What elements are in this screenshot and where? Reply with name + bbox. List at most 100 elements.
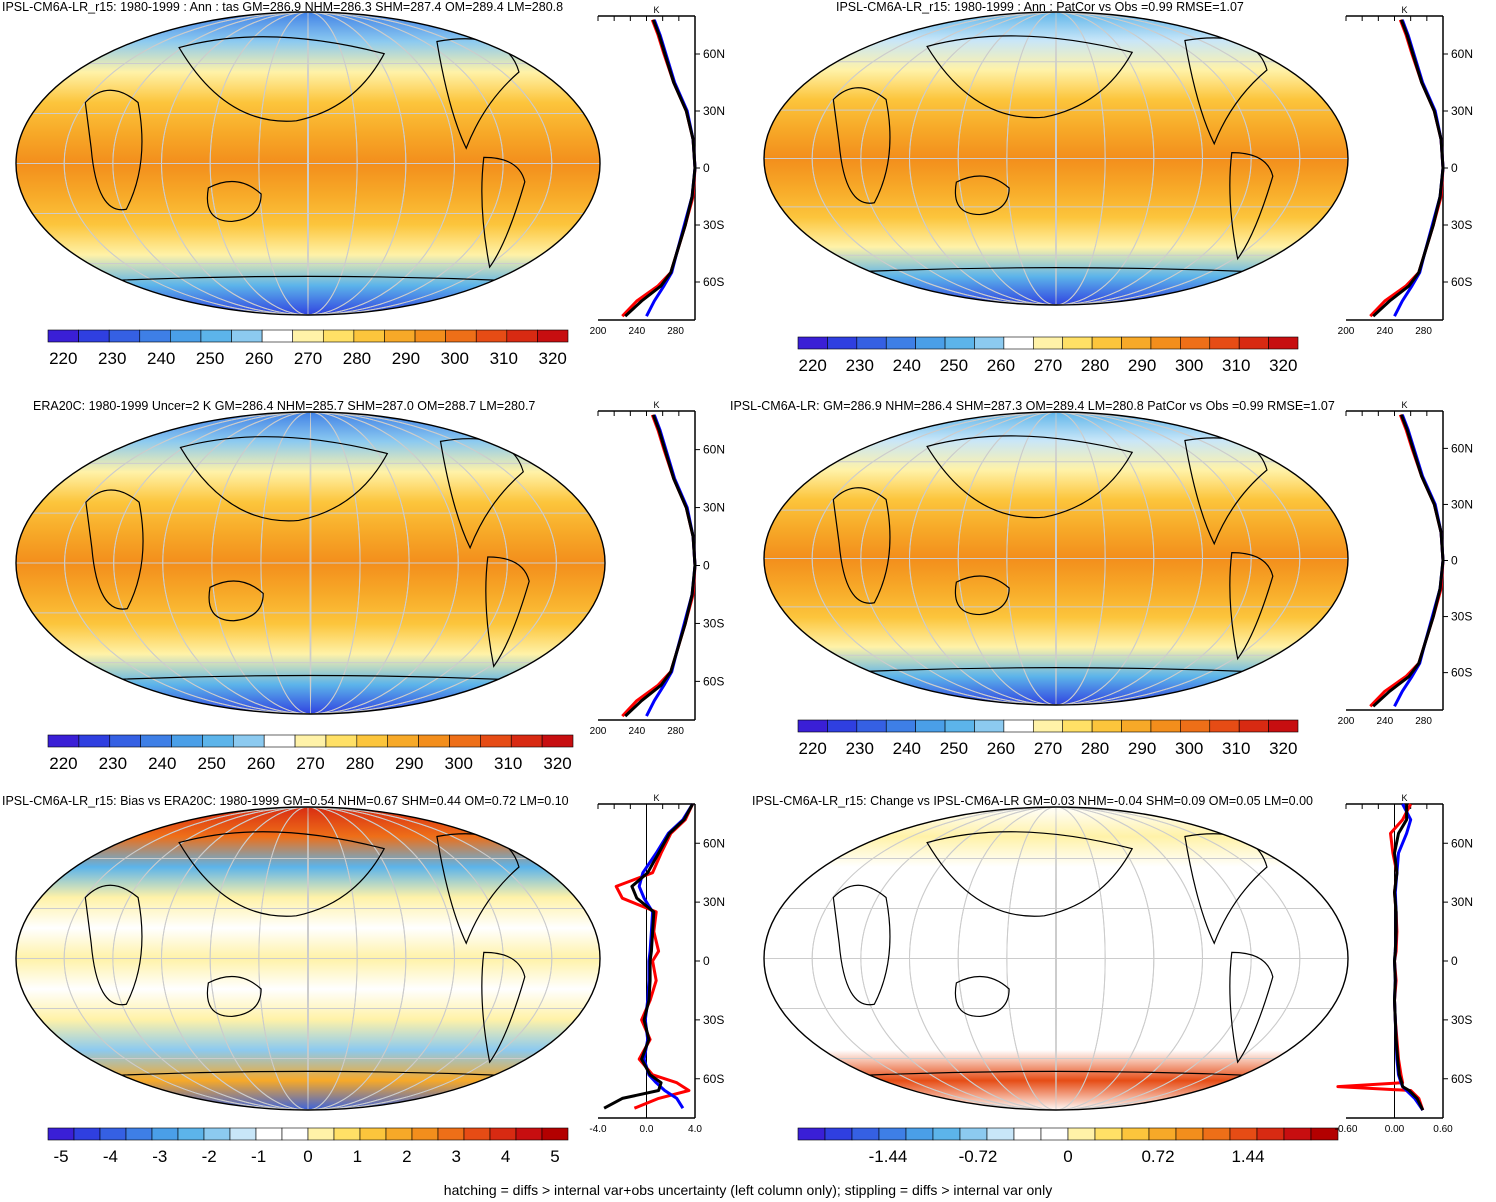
map-field — [764, 807, 1348, 1110]
colorbar-swatch — [385, 1127, 413, 1141]
profile-unit-label: K — [653, 793, 659, 803]
colorbar: 220 230 240 250 260 270 280 290 300 310 320 — [797, 336, 1299, 375]
colorbar-label: 280 — [346, 754, 374, 773]
colorbar-swatch — [475, 329, 508, 343]
colorbar-swatch — [1003, 336, 1034, 350]
profile-lat-label: 60S — [1451, 1072, 1472, 1086]
colorbar-swatch — [414, 329, 446, 343]
profile-lat-label: 60N — [1451, 836, 1473, 850]
profile-lat-label: 60S — [703, 1072, 724, 1086]
colorbar-label: 290 — [395, 754, 423, 773]
colorbar-swatch — [1209, 719, 1240, 733]
colorbar-swatch — [203, 1127, 231, 1141]
colorbar-swatch — [856, 719, 887, 733]
colorbar-swatch — [1256, 1127, 1285, 1141]
colorbar-swatch — [109, 734, 141, 748]
colorbar-label: -3 — [152, 1147, 167, 1166]
profile-lat-label: 0 — [1451, 161, 1458, 175]
colorbar-swatch — [856, 336, 887, 350]
colorbar-swatch — [510, 734, 543, 748]
panel-title: IPSL-CM6A-LR_r15: 1980-1999 : Ann : PatC… — [836, 0, 1244, 14]
profile-lat-label: 30N — [703, 501, 725, 515]
colorbar-swatch — [232, 734, 265, 748]
coastline — [481, 951, 526, 1064]
coastline — [206, 976, 262, 1018]
colorbar-label: 3 — [451, 1147, 460, 1166]
colorbar-swatch — [480, 734, 512, 748]
profile-x-tick-label: 280 — [1415, 326, 1432, 337]
zonal-profile-chart: K 60N 30N 0 30S 60S -0.60 0.00 0.60 — [1335, 793, 1473, 1135]
profile-unit-label: K — [653, 5, 659, 15]
profile-lat-label: 60N — [703, 47, 725, 61]
colorbar-label: 270 — [294, 349, 322, 368]
colorbar-swatch — [411, 1127, 439, 1141]
colorbar-swatch — [905, 1127, 934, 1141]
profile-x-tick-label: 240 — [628, 726, 645, 737]
colorbar-label: 0.72 — [1141, 1147, 1174, 1166]
profile-x-tick-label: 280 — [667, 326, 684, 337]
colorbar-swatch — [307, 1127, 335, 1141]
colorbar-label: 240 — [147, 349, 175, 368]
colorbar-label: 230 — [98, 349, 126, 368]
coastline — [84, 89, 143, 211]
colorbar-swatch — [356, 734, 389, 748]
colorbar-label: 320 — [1269, 356, 1297, 375]
colorbar-swatch — [384, 329, 416, 343]
coastline — [954, 175, 1010, 216]
colorbar-swatch — [1121, 719, 1152, 733]
colorbar-swatch — [1268, 719, 1299, 733]
colorbar-swatch — [1040, 1127, 1069, 1141]
coastline — [84, 884, 143, 1006]
colorbar-swatch — [1268, 336, 1299, 350]
colorbar-swatch — [1283, 1127, 1312, 1141]
colorbar-swatch — [437, 1127, 465, 1141]
profile-series-line — [1336, 803, 1425, 1111]
colorbar-label: 280 — [343, 349, 371, 368]
colorbar-swatch — [263, 734, 296, 748]
colorbar-swatch — [1180, 719, 1211, 733]
colorbar-label: 2 — [402, 1147, 411, 1166]
profile-unit-label: K — [1401, 5, 1407, 15]
profile-x-tick-label: 200 — [590, 726, 607, 737]
map-outline — [15, 11, 601, 316]
colorbar-swatch — [449, 734, 481, 748]
colorbar-label: 280 — [1081, 739, 1109, 758]
colorbar-swatch — [418, 734, 450, 748]
profile-x-tick-label: 240 — [628, 326, 645, 337]
profile-lat-label: 60N — [703, 443, 725, 457]
profile-lat-label: 30S — [703, 616, 724, 630]
colorbar-swatch — [1094, 1127, 1123, 1141]
panel-title: IPSL-CM6A-LR_r15: Change vs IPSL-CM6A-LR… — [752, 794, 1314, 808]
colorbar-label: 1.44 — [1231, 1147, 1264, 1166]
map-panel — [15, 411, 606, 715]
colorbar-label: 5 — [550, 1147, 559, 1166]
colorbar-label: 260 — [247, 754, 275, 773]
colorbar-label: -2 — [202, 1147, 217, 1166]
profile-x-tick-label: 0.0 — [640, 1124, 654, 1135]
profile-lat-label: 0 — [703, 161, 710, 175]
colorbar-label: 260 — [245, 349, 273, 368]
colorbar-label: 300 — [1175, 739, 1203, 758]
panel-model-mean: IPSL-CM6A-LR_r15: 1980-1999 : Ann : tas … — [0, 0, 748, 395]
colorbar-swatch — [915, 719, 946, 733]
map-outline — [15, 411, 606, 715]
colorbar-label: 300 — [1175, 356, 1203, 375]
colorbar-label: 230 — [99, 754, 127, 773]
colorbar-swatch — [974, 719, 1005, 733]
colorbar-label: 250 — [197, 754, 225, 773]
profile-lat-label: 30S — [1451, 610, 1472, 624]
profile-series-line — [621, 19, 697, 318]
map-panel — [15, 806, 601, 1111]
profile-x-tick-label: 240 — [1376, 326, 1393, 337]
colorbar-swatch — [827, 719, 858, 733]
colorbar-swatch — [541, 734, 574, 748]
colorbar-swatch — [1062, 336, 1093, 350]
colorbar-label: 320 — [1269, 739, 1297, 758]
colorbar-label: 290 — [1128, 356, 1156, 375]
profile-lat-label: 30S — [1451, 1013, 1472, 1027]
colorbar: 220 230 240 250 260 270 280 290 300 310 320 — [47, 734, 574, 773]
profile-lat-label: 30N — [703, 895, 725, 909]
profile-lat-label: 0 — [1451, 554, 1458, 568]
colorbar-swatch — [1091, 336, 1122, 350]
colorbar-label: 270 — [1034, 356, 1062, 375]
